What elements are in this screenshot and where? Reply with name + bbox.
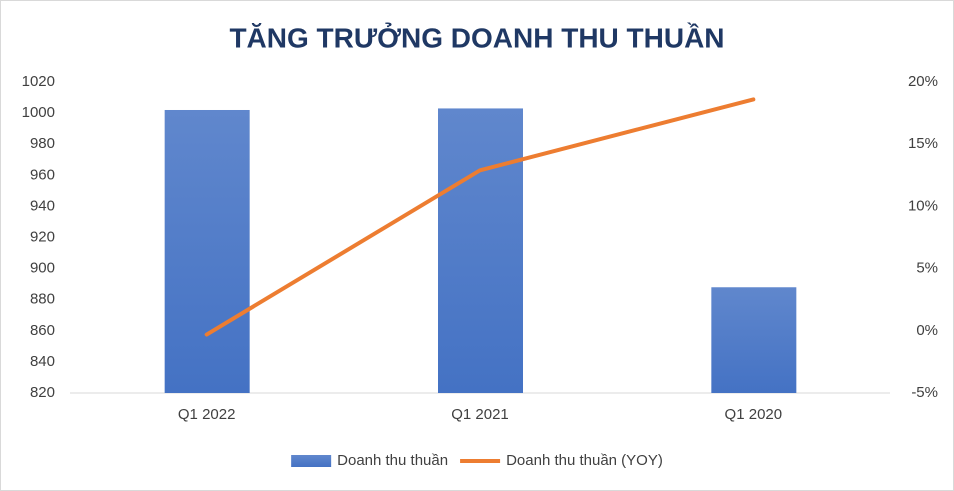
chart-title: TĂNG TRƯỞNG DOANH THU THUẦN — [229, 21, 724, 53]
bar — [164, 109, 250, 394]
legend-label: Doanh thu thuần — [337, 452, 448, 469]
y-tick-label: 920 — [30, 228, 55, 245]
legend-swatch — [291, 455, 332, 467]
y-tick-label: 1000 — [22, 104, 55, 121]
x-tick-label: Q1 2022 — [178, 406, 236, 423]
legend-item: Doanh thu thuần — [291, 452, 448, 469]
y-tick-label: 840 — [30, 353, 55, 370]
y-tick-label: 940 — [30, 197, 55, 214]
x-tick-label: Q1 2020 — [725, 406, 783, 423]
y2-tick-label: 10% — [908, 197, 938, 214]
y-tick-label: 900 — [30, 260, 55, 277]
x-tick-label: Q1 2021 — [451, 406, 509, 423]
y2-tick-label: 5% — [916, 260, 938, 277]
legend-item: Doanh thu thuần (YOY) — [460, 452, 663, 469]
y-tick-label: 880 — [30, 291, 55, 308]
y2-tick-label: 0% — [916, 322, 938, 339]
bar — [711, 287, 797, 393]
y-tick-label: 960 — [30, 166, 55, 183]
bar — [438, 108, 523, 393]
line — [204, 97, 756, 337]
y-tick-label: 820 — [30, 384, 55, 401]
y-tick-label: 980 — [30, 135, 55, 152]
y-tick-label: 860 — [30, 322, 55, 339]
legend-label: Doanh thu thuần (YOY) — [506, 452, 663, 469]
y2-tick-label: -5% — [911, 384, 938, 401]
y-tick-label: 1020 — [22, 73, 55, 90]
y2-tick-label: 15% — [908, 135, 938, 152]
y2-tick-label: 20% — [908, 73, 938, 90]
